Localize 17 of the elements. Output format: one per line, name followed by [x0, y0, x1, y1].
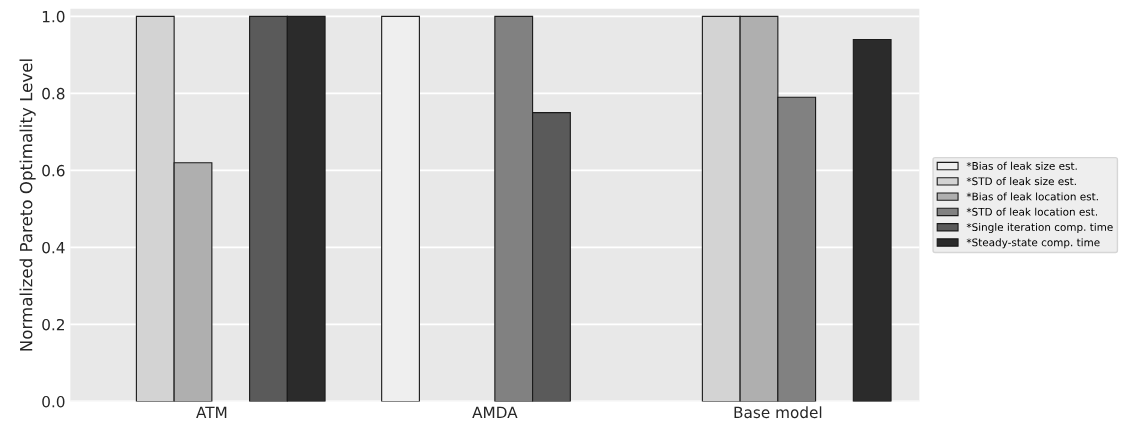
y-tick-label: 0.8: [42, 87, 65, 100]
legend-label: *STD of leak location est.: [966, 207, 1098, 216]
x-tick-label: ATM: [196, 406, 227, 418]
x-tick-label: AMDA: [472, 406, 518, 418]
legend-label: *Bias of leak size est.: [966, 161, 1077, 170]
legend-label: *Bias of leak location est.: [966, 192, 1098, 201]
y-tick-label: 0.4: [42, 241, 65, 254]
y-tick-label: 1.0: [42, 10, 65, 23]
y-axis-title: Normalized Pareto Optimality Level: [19, 59, 36, 351]
y-tick-label: 0.6: [42, 164, 65, 177]
y-tick-label: 0.0: [42, 395, 65, 408]
legend-label: *Steady-state comp. time: [966, 238, 1100, 249]
legend-label: *STD of leak size est.: [966, 177, 1076, 186]
legend-label: *Single iteration comp. time: [966, 222, 1113, 234]
y-tick-label: 0.2: [42, 318, 64, 331]
bar: [852, 38, 892, 402]
x-tick-label: Base model: [734, 406, 822, 419]
